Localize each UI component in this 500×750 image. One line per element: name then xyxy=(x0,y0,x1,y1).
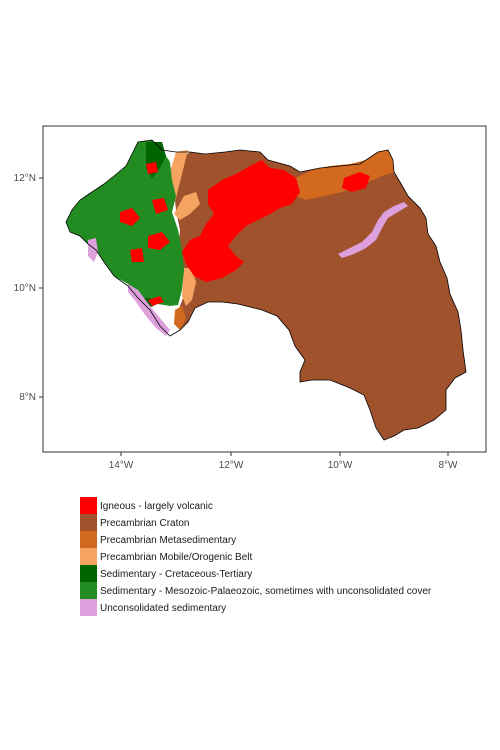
unconsolidated-coast-south xyxy=(128,284,170,336)
legend-swatch xyxy=(80,531,97,548)
unconsolidated-river xyxy=(338,202,408,258)
x-tick-label: 14°W xyxy=(109,460,134,471)
y-axis: 12°N 10°N 8°N xyxy=(14,173,43,403)
mobile-belt-region-south xyxy=(182,268,196,306)
legend-label: Sedimentary - Cretaceous-Tertiary xyxy=(100,569,252,580)
x-tick-label: 8°W xyxy=(439,460,459,471)
geology-regions xyxy=(66,140,466,440)
legend-swatch xyxy=(80,565,97,582)
legend-label: Sedimentary - Mesozoic-Palaeozoic, somet… xyxy=(100,586,432,597)
igneous-region-coast xyxy=(148,296,164,306)
legend-item-mobile-belt: Precambrian Mobile/Orogenic Belt xyxy=(80,548,253,565)
igneous-region-main xyxy=(182,160,300,282)
igneous-region-west-2 xyxy=(148,232,170,250)
legend-swatch xyxy=(80,582,97,599)
legend-item-igneous: Igneous - largely volcanic xyxy=(80,497,213,514)
legend-swatch xyxy=(80,548,97,565)
igneous-region-east xyxy=(342,172,370,192)
legend-item-metasedimentary: Precambrian Metasedimentary xyxy=(80,531,236,548)
unconsolidated-coast-north xyxy=(88,238,98,262)
igneous-region-west-4 xyxy=(152,198,168,214)
igneous-region-west-1 xyxy=(120,208,140,226)
metasedimentary-region-south xyxy=(174,306,186,330)
igneous-region-north xyxy=(146,162,158,174)
x-axis: 14°W 12°W 10°W 8°W xyxy=(109,452,458,471)
legend-item-unconsolidated: Unconsolidated sedimentary xyxy=(80,599,226,616)
legend-swatch xyxy=(80,497,97,514)
x-tick-label: 10°W xyxy=(328,460,353,471)
legend-swatch xyxy=(80,514,97,531)
legend-swatch xyxy=(80,599,97,616)
legend-item-cretaceous: Sedimentary - Cretaceous-Tertiary xyxy=(80,565,252,582)
country-outline xyxy=(65,139,467,441)
legend: Igneous - largely volcanic Precambrian C… xyxy=(80,497,432,616)
legend-label: Unconsolidated sedimentary xyxy=(100,603,226,614)
legend-label: Precambrian Craton xyxy=(100,518,189,529)
legend-label: Precambrian Mobile/Orogenic Belt xyxy=(100,552,253,563)
y-tick-label: 12°N xyxy=(14,173,36,184)
legend-label: Igneous - largely volcanic xyxy=(100,501,213,512)
metasedimentary-region xyxy=(296,150,394,200)
legend-label: Precambrian Metasedimentary xyxy=(100,535,236,546)
legend-item-mesozoic: Sedimentary - Mesozoic-Palaeozoic, somet… xyxy=(80,582,432,599)
mobile-belt-region-mid xyxy=(174,192,200,220)
igneous-region-west-3 xyxy=(130,248,144,262)
legend-item-craton: Precambrian Craton xyxy=(80,514,189,531)
y-tick-label: 8°N xyxy=(19,392,36,403)
y-tick-label: 10°N xyxy=(14,283,36,294)
x-tick-label: 12°W xyxy=(219,460,244,471)
